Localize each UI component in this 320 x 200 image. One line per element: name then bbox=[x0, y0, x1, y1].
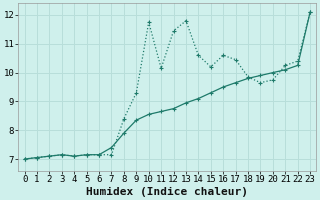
X-axis label: Humidex (Indice chaleur): Humidex (Indice chaleur) bbox=[86, 186, 248, 197]
